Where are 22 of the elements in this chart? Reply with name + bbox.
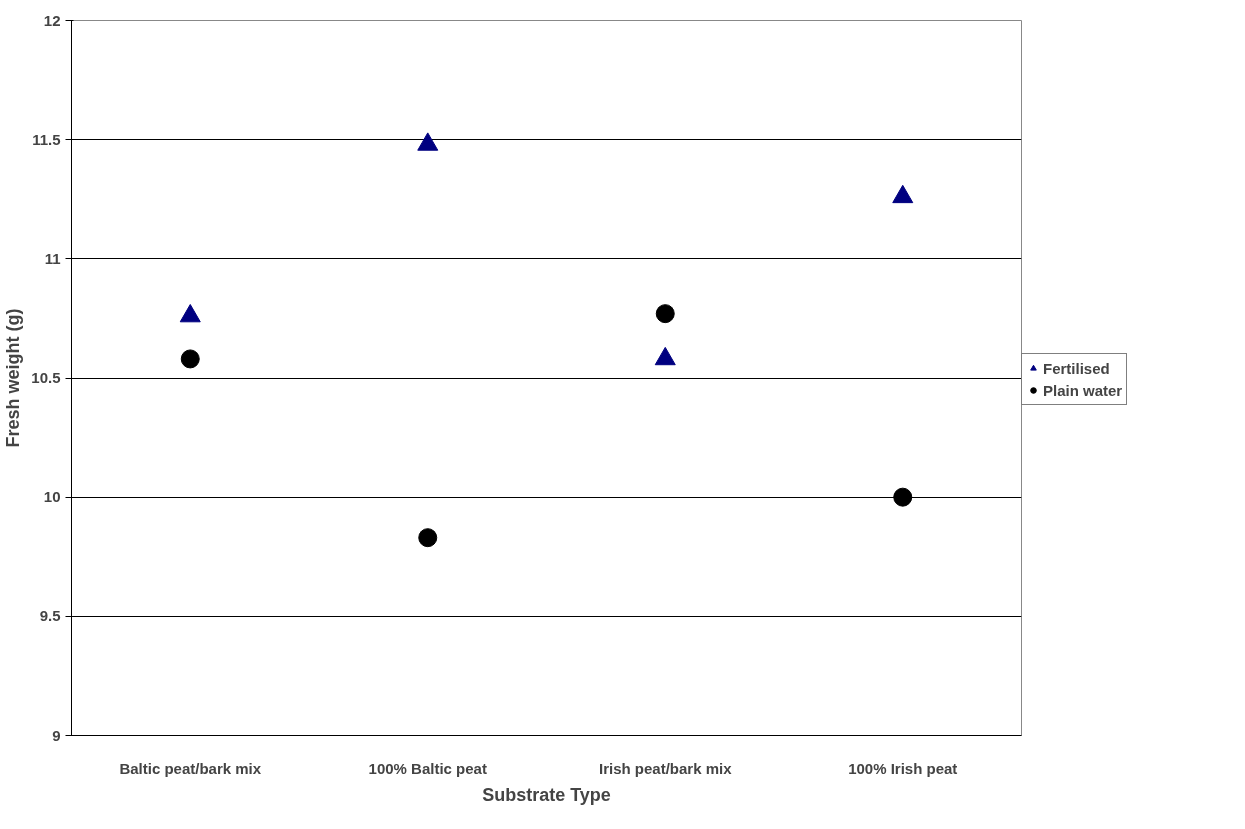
legend-label: Plain water bbox=[1043, 381, 1123, 399]
y-tick-label: 9.5 bbox=[39, 607, 61, 625]
point bbox=[179, 303, 201, 323]
y-tick-label: 11 bbox=[44, 249, 61, 267]
point bbox=[654, 346, 676, 366]
point bbox=[417, 132, 439, 151]
y-axis-title: Fresh weight (g) bbox=[3, 308, 24, 448]
point bbox=[180, 349, 200, 369]
x-tick-label: 100% Baltic peat bbox=[368, 759, 487, 777]
x-tick-label: Baltic peat/bark mix bbox=[119, 759, 262, 777]
y-tick-label: 12 bbox=[43, 11, 61, 29]
x-tick-label: 100% Irish peat bbox=[848, 759, 958, 777]
y-tick-label: 10 bbox=[43, 488, 61, 506]
point bbox=[893, 487, 913, 507]
y-tick-label: 9 bbox=[52, 726, 61, 744]
y-tick-label: 10.5 bbox=[31, 369, 61, 386]
x-tick-label: Irish peat/bark mix bbox=[598, 759, 733, 777]
y-tick-label: 11.5 bbox=[32, 130, 61, 148]
point bbox=[892, 184, 914, 204]
legend-label: Fertilised bbox=[1043, 359, 1110, 377]
x-axis-title: Substrate Type bbox=[482, 784, 611, 805]
point bbox=[418, 528, 438, 548]
